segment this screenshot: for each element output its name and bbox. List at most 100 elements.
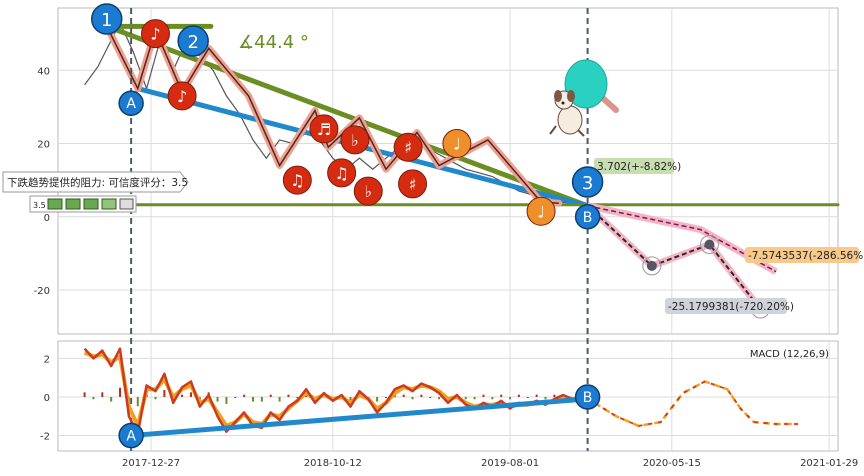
macd-y-tick-label: 0: [44, 393, 50, 404]
macd-projection-line: [593, 380, 799, 427]
annotation-bg: [594, 158, 674, 174]
macd-histogram-bar: [473, 396, 476, 400]
note-marker-symbol: ♭: [364, 182, 372, 201]
macd-layer: A B MACD (12,26,9): [83, 347, 829, 449]
circle-label: B: [574, 384, 601, 410]
x-tick-label: 2019-08-01: [481, 458, 539, 469]
macd-histogram-bar: [83, 392, 86, 397]
projection-point: [646, 260, 657, 271]
x-tick-label: 2017-12-27: [122, 458, 180, 469]
resistance-note: 下跌趋势提供的阻力: 可信度评分：3.5: [2, 171, 189, 193]
annotation-text: -25.1799381(-720.20%): [668, 301, 794, 313]
macd-histogram-bar: [278, 396, 281, 402]
circle-label: 1: [91, 3, 123, 35]
macd-histogram-bar: [296, 396, 299, 398]
note-marker-symbol: ♪: [150, 25, 160, 44]
note-marker: ♪: [141, 19, 170, 49]
note-marker: ♫: [282, 165, 312, 195]
macd-histogram-bar: [234, 396, 237, 398]
macd-histogram-bar: [225, 396, 228, 404]
macd-histogram-bar: [438, 396, 441, 400]
note-marker-symbol: ♬: [317, 120, 331, 139]
circle-label-text: B: [583, 390, 593, 406]
macd-histogram-bar: [402, 394, 405, 397]
note-marker-symbol: ♯: [409, 175, 417, 194]
note-marker: ♭: [353, 176, 383, 206]
macd-histogram-bar: [92, 396, 95, 400]
projection-ring: [642, 256, 662, 276]
macd-histogram-bar: [526, 396, 529, 398]
rating-icons: 3.5: [29, 195, 137, 213]
angle-label: ∡44.4 °: [238, 32, 309, 53]
macd-panel-frame: [57, 340, 839, 452]
note-marker-circle: [309, 114, 339, 144]
circle-label-text: B: [583, 210, 593, 226]
projection-line-upper: [587, 205, 777, 273]
note-marker-symbol: ♫: [334, 164, 348, 183]
price-panel-frame: [57, 7, 839, 335]
note-marker-circle: [398, 169, 428, 199]
macd-histogram-bar: [216, 396, 219, 402]
circle-label: A: [118, 422, 144, 449]
circle-label-text: A: [126, 96, 136, 112]
macd-y-tick-label: 2: [44, 354, 50, 365]
macd-histogram-bar: [544, 396, 547, 400]
note-marker-symbol: ♩: [453, 135, 461, 154]
macd-histogram-bar: [384, 396, 387, 398]
resistance-note-text: 下跌趋势提供的阻力: 可信度评分：3.5: [7, 176, 188, 189]
note-marker: ♪: [167, 81, 197, 111]
macd-histogram-bar: [420, 394, 423, 397]
macd-histogram-bar: [429, 396, 432, 398]
x-tick-label: 2018-10-12: [304, 458, 362, 469]
circle-label: 3: [571, 166, 604, 198]
macd-histogram-bar: [154, 396, 157, 400]
y-tick-label: -20: [34, 286, 50, 297]
note-marker-symbol: ♯: [404, 138, 412, 157]
note-marker-symbol: ♫: [290, 171, 304, 190]
note-marker-symbol: ♭: [351, 131, 359, 150]
note-marker: ♩: [442, 129, 472, 159]
x-tick-label: 2020-05-15: [643, 458, 701, 469]
annotation-label: -7.5743537(-286.56%): [745, 247, 864, 263]
macd-histogram-bar: [535, 394, 538, 397]
macd-label: MACD (12,26,9): [750, 349, 829, 360]
projection-ring: [699, 235, 719, 255]
paddle-icon: [564, 59, 619, 113]
circle-label: B: [574, 204, 601, 230]
macd-y-tick-label: -2: [40, 432, 50, 443]
macd-histogram-bar: [491, 396, 494, 400]
circle-label-text: A: [126, 429, 136, 445]
note-marker: ♭: [340, 125, 370, 155]
macd-histogram-bar: [252, 396, 254, 402]
circle-label-bg: [571, 166, 604, 198]
dog-icon: [549, 90, 585, 137]
trendline-resistance: [104, 23, 591, 209]
macd-histogram-bar: [189, 392, 192, 397]
circle-label: A: [118, 90, 144, 116]
macd-trendline: [128, 396, 591, 439]
circle-label-bg: [574, 384, 601, 410]
macd-histogram-bar: [482, 394, 485, 397]
circle-label-bg: [118, 422, 144, 449]
macd-histogram-bar: [119, 387, 122, 397]
macd-line: [83, 347, 581, 435]
macd-histogram-bar: [181, 394, 184, 397]
circle-label-text: 3: [582, 173, 593, 194]
note-marker-circle: [393, 132, 423, 162]
macd-histogram-bar: [411, 396, 414, 400]
rating-score: 3.5: [33, 201, 46, 210]
circle-label-bg: [574, 204, 601, 230]
y-tick-label: 0: [44, 213, 50, 224]
macd-histogram-bar: [163, 390, 166, 397]
macd-histogram-bar: [517, 394, 520, 397]
macd-histogram-bar: [376, 396, 379, 402]
macd-histogram-bar: [136, 396, 139, 407]
macd-histogram-bar: [269, 394, 272, 397]
circle-label-bg: [118, 90, 144, 116]
y-tick-label: 40: [37, 66, 50, 77]
circle-label-text: 1: [101, 10, 112, 31]
macd-histogram-bar: [500, 394, 503, 397]
circle-label-bg: [91, 3, 123, 35]
circle-label-bg: [177, 25, 209, 57]
